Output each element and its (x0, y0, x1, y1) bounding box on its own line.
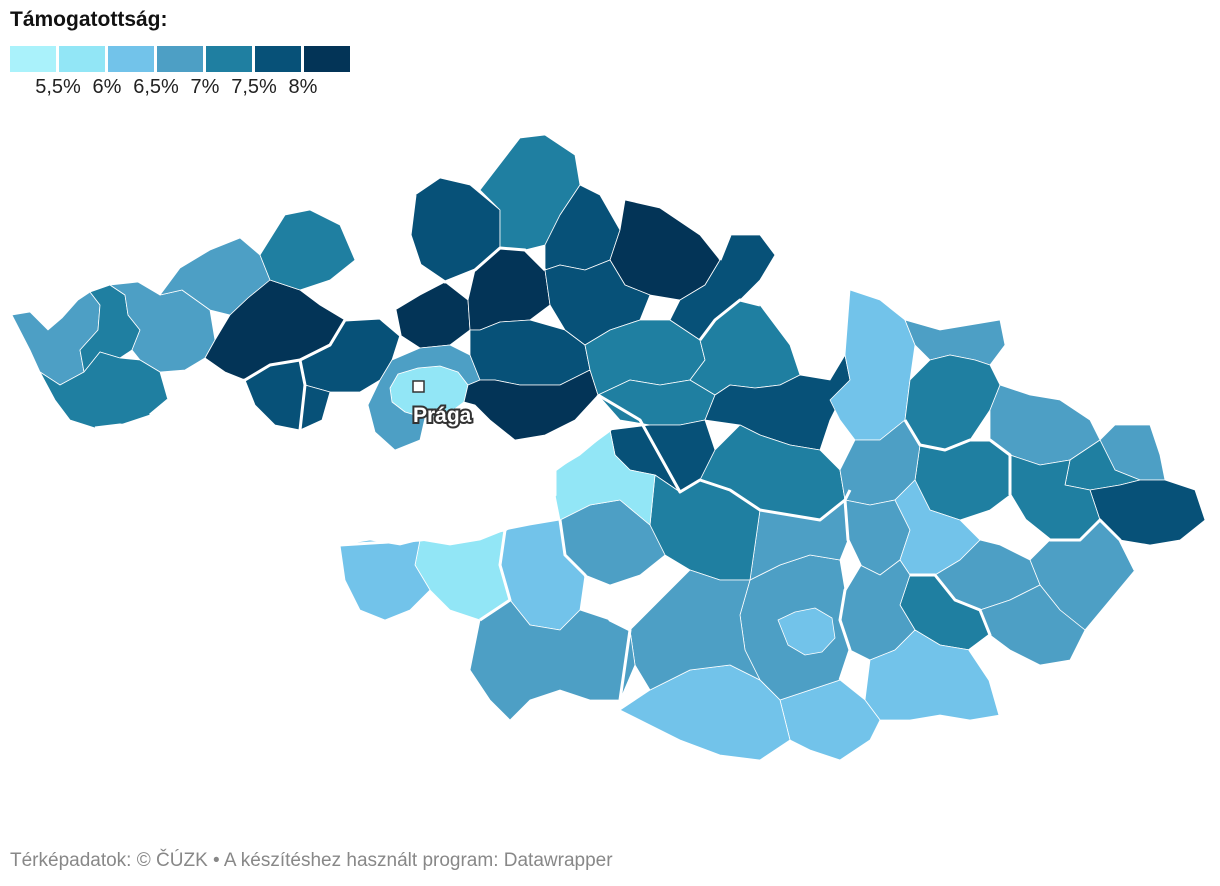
district-region[interactable] (259, 209, 356, 291)
district-regions (11, 134, 1206, 761)
district-region[interactable] (597, 379, 716, 426)
district-region[interactable] (669, 234, 776, 341)
district-region[interactable] (469, 599, 636, 721)
district-region[interactable] (629, 569, 761, 691)
legend-swatch (206, 46, 252, 72)
legend-swatch (108, 46, 154, 72)
district-region[interactable] (394, 281, 471, 349)
legend-tick-label: 7% (190, 76, 220, 98)
legend-swatch (10, 46, 56, 72)
district-region[interactable] (777, 607, 836, 656)
legend-tick-label: 6,5% (133, 76, 179, 98)
legend-swatch (255, 46, 301, 72)
legend-tick-label: 7,5% (231, 76, 277, 98)
district-region[interactable] (367, 344, 481, 451)
district-region[interactable] (414, 529, 511, 621)
legend-swatch (304, 46, 350, 72)
footer-credits: Térképadatok: © ČÚZK • A készítéshez has… (10, 850, 613, 871)
legend-swatch (59, 46, 105, 72)
legend-color-scale (10, 46, 350, 72)
prague-marker (412, 380, 425, 393)
legend-tick-label: 8% (288, 76, 318, 98)
district-region[interactable] (904, 354, 1001, 451)
legend-tick-labels: 5,5% 6% 6,5% 7% 7,5% 8% (10, 76, 350, 102)
prague-label: Prága (413, 404, 472, 427)
district-region[interactable] (544, 259, 651, 346)
legend-tick-label: 5,5% (35, 76, 81, 98)
district-region[interactable] (979, 584, 1086, 666)
legend-swatch (157, 46, 203, 72)
district-region[interactable] (609, 199, 721, 301)
legend-title: Támogatottság: (10, 8, 168, 31)
legend-tick-label: 6% (92, 76, 122, 98)
district-region[interactable] (463, 369, 599, 441)
district-region[interactable] (339, 539, 431, 621)
district-region[interactable] (39, 351, 169, 429)
